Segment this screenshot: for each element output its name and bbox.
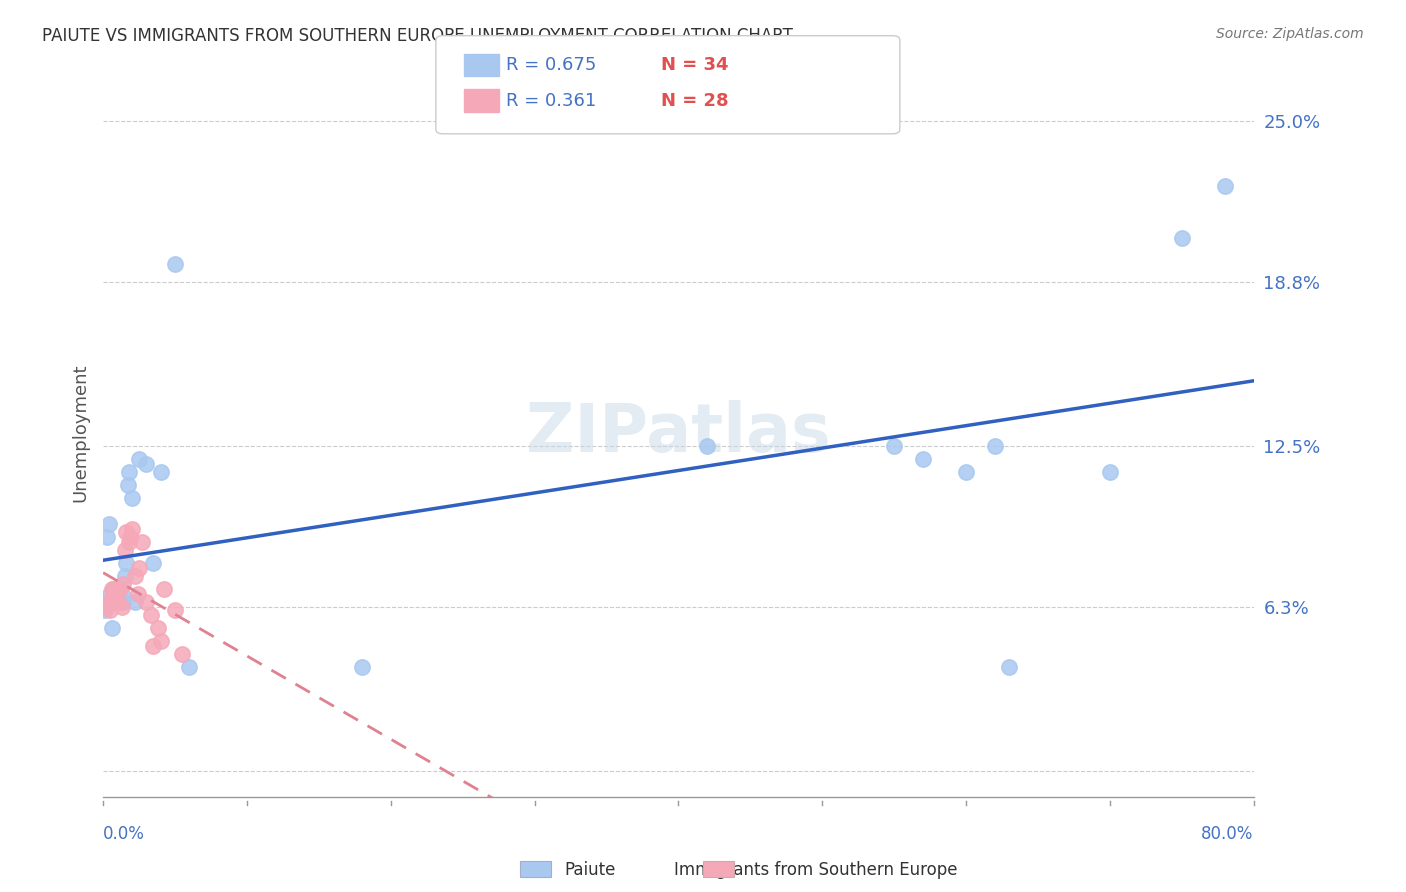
Point [998,660,1021,674]
Point [179,660,201,674]
Point [142,640,165,654]
Point [118,535,141,549]
Text: N = 28: N = 28 [661,92,728,110]
Y-axis label: Unemployment: Unemployment [72,364,89,502]
Point [163,257,186,271]
Point [124,569,146,583]
Point [105,595,128,609]
Point [103,582,125,596]
Point [114,543,136,558]
Point [1171,230,1194,244]
Point [121,522,143,536]
Point [115,524,138,539]
Text: Source: ZipAtlas.com: Source: ZipAtlas.com [1216,27,1364,41]
Text: N = 34: N = 34 [661,56,728,74]
Point [121,491,143,505]
Point [103,587,125,601]
Point [135,457,157,471]
Point [96,595,118,609]
Point [142,556,165,570]
Point [955,465,977,479]
Point [115,556,138,570]
Point [172,647,194,661]
Point [93,600,115,615]
Text: Immigrants from Southern Europe: Immigrants from Southern Europe [673,861,957,879]
Point [104,595,127,609]
Point [107,595,129,609]
Point [149,634,172,648]
Point [112,595,135,609]
Point [117,478,139,492]
Text: Paiute: Paiute [565,861,616,879]
Point [107,582,129,596]
Point [128,451,150,466]
Text: 80.0%: 80.0% [1201,825,1254,843]
Point [696,439,718,453]
Point [111,600,134,615]
Point [112,577,135,591]
Point [98,603,121,617]
Point [114,569,136,583]
Point [110,582,132,596]
Point [163,603,186,617]
Point [146,621,169,635]
Point [100,582,122,596]
Text: PAIUTE VS IMMIGRANTS FROM SOUTHERN EUROPE UNEMPLOYMENT CORRELATION CHART: PAIUTE VS IMMIGRANTS FROM SOUTHERN EUROP… [42,27,793,45]
Point [127,587,149,601]
Point [120,530,142,544]
Point [105,582,128,596]
Text: R = 0.361: R = 0.361 [506,92,596,110]
Point [1098,465,1121,479]
Point [110,595,132,609]
Point [131,535,153,549]
Text: 0.0%: 0.0% [103,825,145,843]
Point [149,465,172,479]
Point [350,660,373,674]
Point [911,451,934,466]
Point [984,439,1007,453]
Point [883,439,905,453]
Point [124,595,146,609]
Point [139,608,162,623]
Point [98,587,121,601]
Point [93,603,115,617]
Point [100,621,122,635]
Point [96,530,118,544]
Point [152,582,174,596]
Point [135,595,157,609]
Point [111,587,134,601]
Point [97,516,120,531]
Text: R = 0.675: R = 0.675 [506,56,596,74]
Point [128,561,150,575]
Text: ZIPatlas: ZIPatlas [526,400,831,466]
Point [1213,178,1236,193]
Point [118,465,141,479]
Point [104,587,127,601]
